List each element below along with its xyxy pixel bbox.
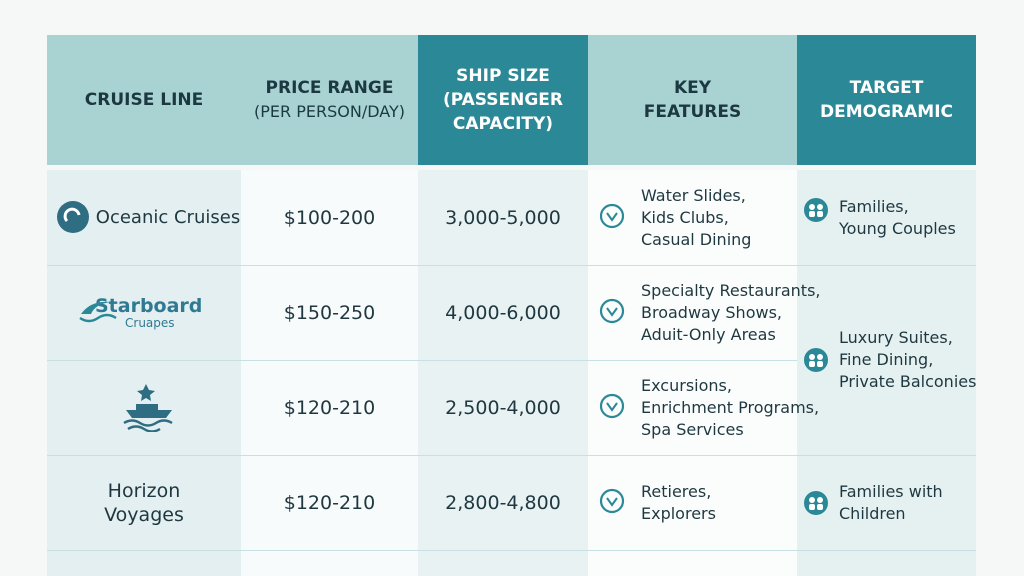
column-bg — [47, 170, 241, 576]
cruise-line-cell: Starboard Cruapes — [47, 265, 241, 360]
brand-tagline: Cruapes — [125, 315, 175, 330]
feature: Casual Dining — [641, 229, 752, 249]
demographic: Children — [839, 503, 906, 523]
ship-size: 3,000-5,000 — [445, 206, 561, 229]
ship-size: 4,000-6,000 — [445, 301, 561, 324]
header-text: DEMOGRAMIC — [819, 102, 953, 122]
size-cell: 2,800-4,800 — [418, 455, 588, 550]
header-text: TARGET — [849, 78, 924, 98]
features-cell: Specialty Restaurants, Broadway Shows, Adu… — [641, 265, 821, 360]
price: $120-210 — [283, 491, 376, 514]
features-cell: Excursions, Enrichment Programs, Spa Servi… — [641, 360, 820, 455]
row-divider — [797, 550, 976, 551]
price-cell: $120-210 — [241, 455, 418, 550]
header-cell: CRUISE LINE — [47, 35, 241, 165]
demographic: Families, — [839, 196, 909, 216]
header-text: KEY — [673, 78, 712, 98]
demographic: Fine Dining, — [839, 350, 934, 369]
column-bg — [241, 170, 418, 576]
row-divider — [797, 455, 976, 456]
brand-name: Starboard — [95, 294, 203, 317]
row-divider — [47, 265, 797, 266]
feature: Kids Clubs, — [641, 207, 729, 227]
demographic: Private Balconies — [839, 372, 977, 391]
header-text: SHIP SIZE — [456, 66, 550, 86]
feature: Water Slides, — [641, 185, 746, 205]
header-cell: KEY FEATURES — [588, 35, 797, 165]
demographic-icon — [804, 197, 828, 222]
column-bg — [418, 170, 588, 576]
price: $100-200 — [283, 206, 376, 229]
ship-size: 2,500-4,000 — [445, 396, 561, 419]
header-cell: TARGET DEMOGRAMIC — [797, 35, 976, 165]
column-bg — [797, 170, 976, 576]
price-cell: $100-200 — [241, 170, 418, 265]
logo-icon — [79, 301, 117, 323]
size-cell: 3,000-5,000 — [418, 170, 588, 265]
feature: Specialty Restaurants, — [641, 280, 821, 300]
cruise-line-cell: Oceanic Cruises — [47, 170, 241, 265]
row-divider — [47, 360, 797, 361]
demographic: Young Couples — [839, 218, 956, 238]
cruise-line-cell: Horizon Voyages — [47, 455, 241, 550]
demographic-cell: Families, Young Couples — [839, 170, 976, 265]
demographic-cell: Luxury Suites, Fine Dining, Private Balcon… — [839, 265, 976, 455]
logo-icon — [123, 384, 173, 432]
features-cell: Retieres, Explorers — [641, 455, 797, 550]
feature: Excursions, — [641, 375, 732, 395]
column-bg — [588, 170, 797, 576]
feature: Spa Services — [641, 419, 744, 439]
row-divider — [797, 265, 976, 266]
feature-icon — [599, 488, 625, 514]
demographic-cell: Families with Children — [839, 455, 976, 550]
feature-icon — [599, 393, 625, 419]
header-text: (PASSENGER — [442, 90, 564, 110]
size-cell: 2,500-4,000 — [418, 360, 588, 455]
header-text: FEATURES — [643, 102, 742, 122]
logo-icon — [57, 201, 89, 233]
feature: Aduit-Only Areas — [641, 324, 776, 344]
demographic-icon — [804, 348, 828, 372]
size-cell: 4,000-6,000 — [418, 265, 588, 360]
row-divider — [47, 550, 797, 551]
row-divider — [47, 455, 797, 456]
cruise-line-name: Horizon — [107, 479, 181, 502]
feature: Broadway Shows, — [641, 302, 782, 322]
feature: Retieres, — [641, 481, 712, 501]
price-cell: $120-210 — [241, 360, 418, 455]
ship-size: 2,800-4,800 — [445, 491, 561, 514]
demographic-icon — [804, 490, 828, 515]
header-text: CAPACITY) — [452, 114, 554, 134]
header-text: PRICE RANGE — [265, 78, 394, 98]
price: $120-210 — [283, 396, 376, 419]
demographic: Families with — [839, 481, 943, 501]
features-cell: Water Slides, Kids Clubs, Casual Dining — [641, 170, 797, 265]
price-cell: $150-250 — [241, 265, 418, 360]
demographic: Luxury Suites, — [839, 328, 953, 347]
feature-icon — [599, 298, 625, 324]
price: $150-250 — [283, 301, 376, 324]
header-text: CRUISE LINE — [84, 90, 204, 110]
cruise-line-name: Oceanic Cruises — [95, 207, 241, 228]
header-cell: PRICE RANGE (PER PERSON/DAY) — [241, 35, 418, 165]
cruise-line-name: Voyages — [104, 503, 184, 526]
header-subtitle: (PER PERSON/DAY) — [254, 102, 405, 121]
header-cell: SHIP SIZE (PASSENGER CAPACITY) — [418, 35, 588, 165]
feature: Explorers — [641, 503, 716, 523]
feature: Enrichment Programs, — [641, 397, 820, 417]
feature-icon — [599, 203, 625, 229]
